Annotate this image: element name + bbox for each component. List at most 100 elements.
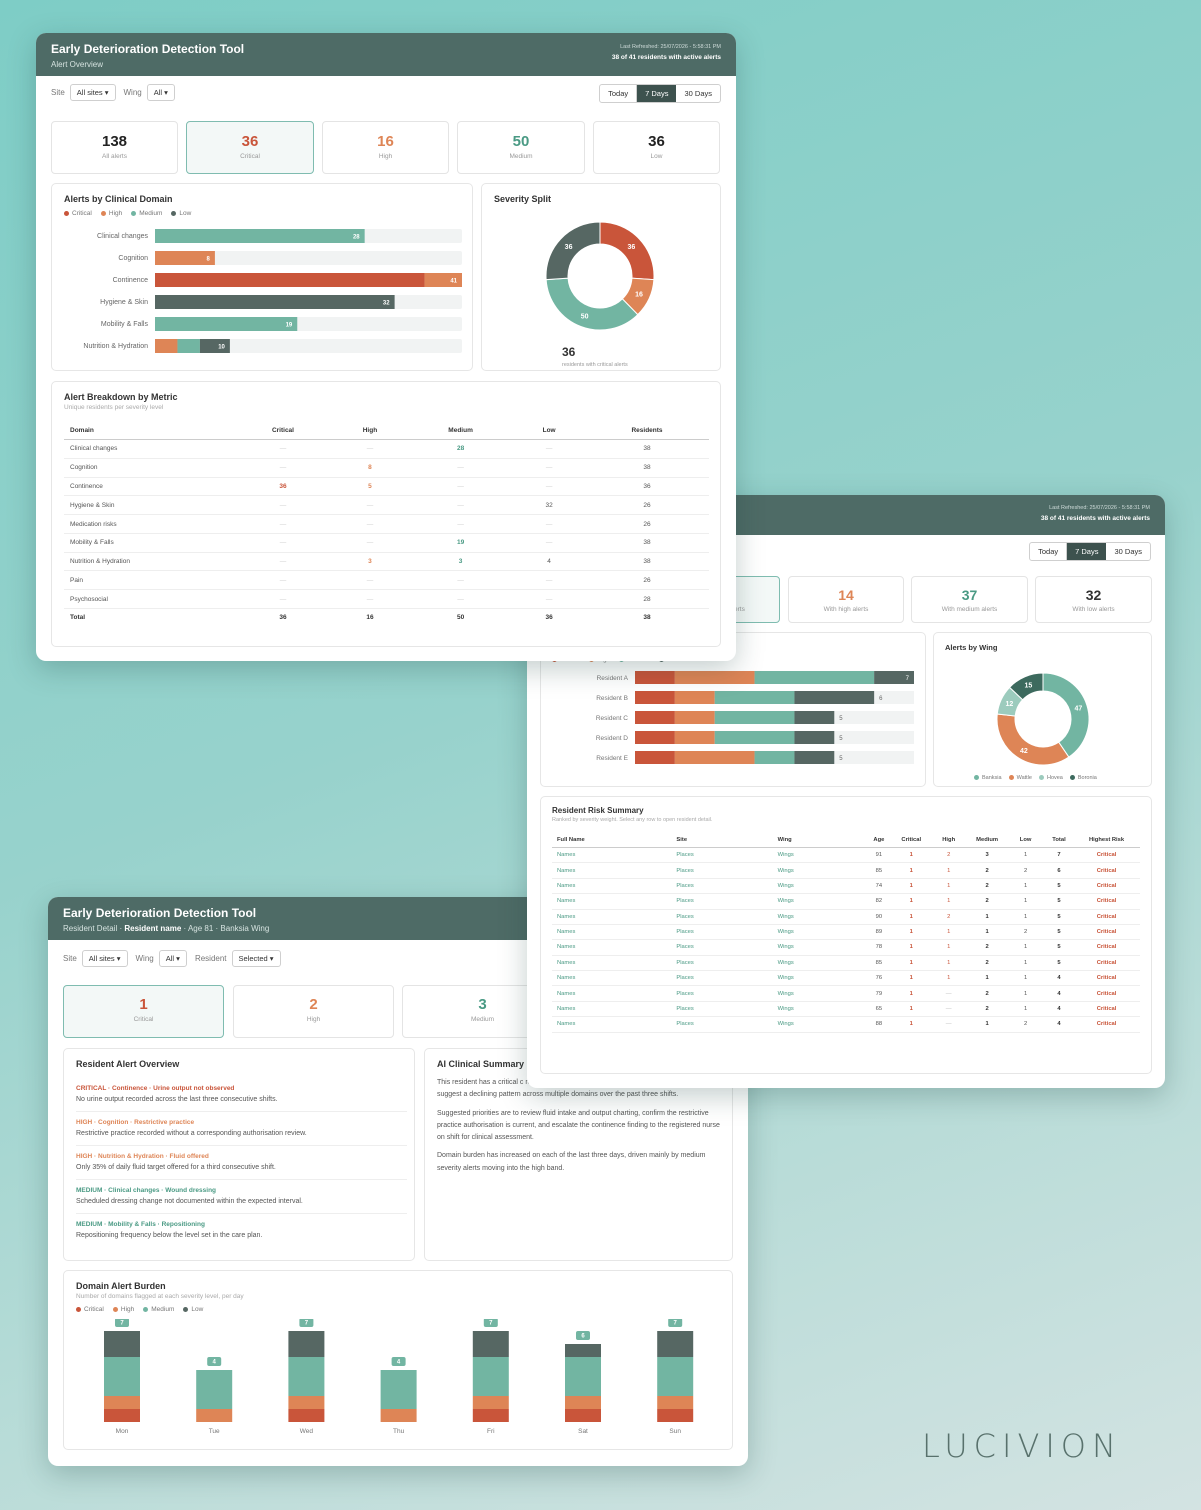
domain-bar-medium[interactable] bbox=[155, 317, 298, 331]
resident-row[interactable]: Names Places Wings 90 1 2 1 1 5 Critical bbox=[552, 909, 1140, 925]
resident-bar-high[interactable] bbox=[674, 751, 755, 764]
domain-bar-high[interactable] bbox=[155, 339, 178, 353]
resident-bar-high[interactable] bbox=[674, 711, 715, 724]
severity-slice-low[interactable] bbox=[545, 221, 601, 281]
domain-bar-low[interactable] bbox=[199, 339, 230, 353]
column-header[interactable]: Age bbox=[864, 833, 894, 848]
resident-bar-low[interactable] bbox=[794, 691, 875, 704]
range-30-days[interactable]: 30 Days bbox=[684, 89, 712, 98]
column-header[interactable]: Domain bbox=[64, 422, 234, 440]
resident-bar-low[interactable] bbox=[794, 751, 835, 764]
burden-bar-medium[interactable] bbox=[196, 1370, 233, 1409]
burden-bar-low[interactable] bbox=[565, 1344, 601, 1357]
site-select[interactable]: All sites ▾ bbox=[81, 950, 128, 967]
range-7-days[interactable]: 7 Days bbox=[1067, 543, 1107, 560]
alert-item[interactable]: MEDIUM · Mobility & Falls · Repositionin… bbox=[76, 1214, 407, 1247]
burden-bar-medium[interactable] bbox=[380, 1370, 417, 1409]
domain-bar-low[interactable] bbox=[155, 295, 395, 309]
resident-bar-high[interactable] bbox=[674, 691, 715, 704]
resident-bar-medium[interactable] bbox=[714, 711, 795, 724]
kpi-medium-residents[interactable]: 37 With medium alerts bbox=[911, 576, 1028, 623]
burden-bar-high[interactable] bbox=[565, 1396, 601, 1409]
resident-bar-critical[interactable] bbox=[635, 711, 675, 724]
burden-bar-low[interactable] bbox=[472, 1331, 509, 1357]
resident-bar-medium[interactable] bbox=[714, 691, 795, 704]
resident-bar-low[interactable] bbox=[794, 731, 835, 744]
resident-row[interactable]: Names Places Wings 88 1—1 2 4 Critical bbox=[552, 1016, 1140, 1033]
resident-bar-high[interactable] bbox=[674, 731, 715, 744]
kpi-high[interactable]: 2 High bbox=[233, 985, 394, 1038]
alert-item[interactable]: HIGH · Nutrition & Hydration · Fluid off… bbox=[76, 1146, 407, 1180]
resident-select[interactable]: Selected ▾ bbox=[231, 950, 281, 967]
range-30-days[interactable]: 30 Days bbox=[1114, 547, 1142, 556]
burden-bar-critical[interactable] bbox=[657, 1409, 694, 1422]
burden-bar-high[interactable] bbox=[380, 1409, 417, 1422]
kpi-high[interactable]: 16 High bbox=[322, 121, 449, 174]
wing-slice-wattle[interactable] bbox=[996, 713, 1070, 766]
burden-bar-critical[interactable] bbox=[104, 1409, 140, 1422]
resident-bar-critical[interactable] bbox=[635, 671, 675, 684]
alert-item[interactable]: MEDIUM · Clinical changes · Wound dressi… bbox=[76, 1180, 407, 1214]
resident-row[interactable]: Names Places Wings 65 1—2 1 4 Critical bbox=[552, 1001, 1140, 1018]
table-row[interactable]: Cognition —8— —38 bbox=[64, 458, 709, 478]
burden-bar-low[interactable] bbox=[657, 1331, 694, 1357]
alert-item[interactable]: CRITICAL · Continence · Urine output not… bbox=[76, 1078, 407, 1112]
resident-bar-low[interactable] bbox=[874, 671, 914, 684]
domain-bar-critical[interactable] bbox=[155, 273, 425, 287]
column-header[interactable]: Medium bbox=[967, 833, 1007, 848]
column-header[interactable]: Wing bbox=[772, 833, 865, 848]
burden-bar-critical[interactable] bbox=[472, 1409, 509, 1422]
resident-bar-medium[interactable] bbox=[754, 671, 875, 684]
table-row[interactable]: Hygiene & Skin — — —32 26 bbox=[64, 495, 709, 516]
domain-bar-high[interactable] bbox=[155, 251, 215, 265]
resident-bar-critical[interactable] bbox=[635, 731, 675, 744]
column-header[interactable]: Highest Risk bbox=[1073, 833, 1140, 848]
severity-slice-medium[interactable] bbox=[545, 277, 639, 331]
column-header[interactable]: Medium bbox=[408, 422, 514, 440]
burden-bar-critical[interactable] bbox=[565, 1409, 601, 1422]
range-today[interactable]: Today bbox=[600, 85, 638, 102]
burden-bar-medium[interactable] bbox=[472, 1357, 509, 1396]
burden-bar-high[interactable] bbox=[657, 1396, 694, 1409]
site-select[interactable]: All sites ▾ bbox=[69, 84, 116, 101]
resident-row[interactable]: Names Places Wings 74 1 1 2 1 5 Critical bbox=[552, 878, 1140, 895]
table-row[interactable]: Medication risks — — — —26 bbox=[64, 514, 709, 534]
kpi-all-alerts[interactable]: 138 All alerts bbox=[51, 121, 178, 174]
burden-bar-high[interactable] bbox=[288, 1396, 325, 1409]
burden-bar-medium[interactable] bbox=[565, 1357, 601, 1396]
burden-bar-critical[interactable] bbox=[288, 1409, 325, 1422]
kpi-low-residents[interactable]: 32 With low alerts bbox=[1035, 576, 1152, 623]
column-header[interactable]: Critical bbox=[893, 833, 930, 848]
column-header[interactable]: Residents bbox=[585, 422, 709, 440]
burden-bar-high[interactable] bbox=[196, 1409, 233, 1422]
column-header[interactable]: Site bbox=[671, 833, 773, 848]
resident-bar-high[interactable] bbox=[674, 671, 755, 684]
alert-item[interactable]: HIGH · Cognition · Restrictive practice R… bbox=[76, 1112, 407, 1146]
kpi-medium[interactable]: 50 Medium bbox=[457, 121, 585, 174]
kpi-low[interactable]: 36 Low bbox=[593, 121, 720, 174]
resident-row[interactable]: Names Places Wings 89 1 1 1 2 5 Critical bbox=[552, 924, 1140, 941]
kpi-critical[interactable]: 1 Critical bbox=[63, 985, 224, 1038]
table-row[interactable]: Mobility & Falls — —19—38 bbox=[64, 533, 709, 553]
burden-bar-medium[interactable] bbox=[104, 1357, 140, 1396]
column-header[interactable]: Critical bbox=[234, 422, 332, 440]
burden-bar-high[interactable] bbox=[104, 1396, 140, 1409]
resident-row[interactable]: Names Places Wings 85 1 1 2 2 6 Critical bbox=[552, 862, 1140, 879]
column-header[interactable]: Low bbox=[1006, 833, 1045, 848]
resident-bar-low[interactable] bbox=[794, 711, 835, 724]
breadcrumb-resident-detail[interactable]: Resident Detail bbox=[63, 924, 118, 933]
burden-bar-high[interactable] bbox=[472, 1396, 509, 1409]
column-header[interactable]: Low bbox=[513, 422, 586, 440]
table-row[interactable]: Nutrition & Hydration —3 3 4 38 bbox=[64, 552, 709, 572]
table-row[interactable]: Continence 36 5— —36 bbox=[64, 477, 709, 497]
table-row[interactable]: Clinical changes — —28—38 bbox=[64, 439, 709, 459]
burden-bar-medium[interactable] bbox=[657, 1357, 694, 1396]
wing-slice-banksia[interactable] bbox=[1042, 672, 1090, 758]
wing-select[interactable]: All ▾ bbox=[158, 950, 187, 967]
burden-bar-low[interactable] bbox=[288, 1331, 325, 1357]
table-row[interactable]: Total 36 16 50 36 38 bbox=[64, 609, 709, 627]
table-row[interactable]: Pain — — — —26 bbox=[64, 570, 709, 591]
wing-slice-boronia[interactable] bbox=[1008, 672, 1044, 701]
resident-bar-medium[interactable] bbox=[754, 751, 795, 764]
domain-bar-medium[interactable] bbox=[155, 229, 365, 243]
